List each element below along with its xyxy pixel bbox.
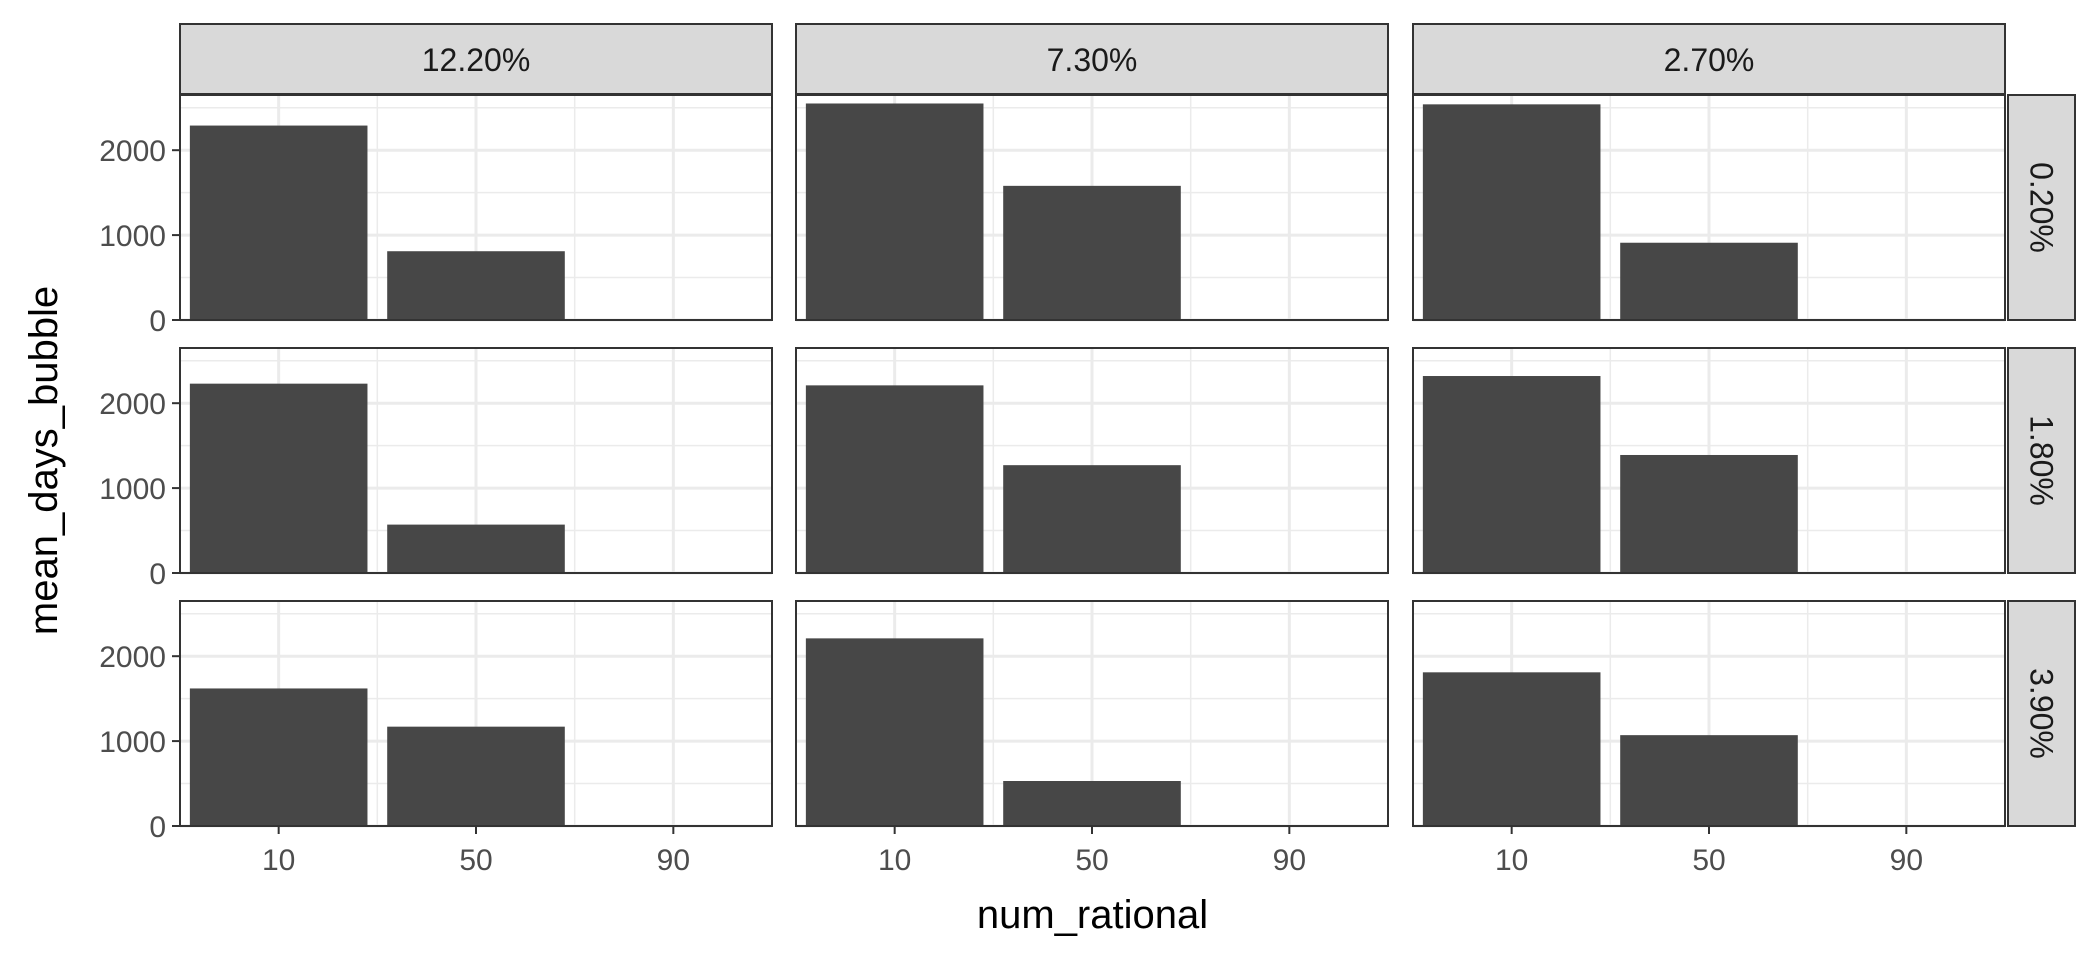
bar <box>1422 376 1601 573</box>
x-tick-label: 50 <box>1692 844 1725 877</box>
facet-strip-row <box>2007 94 2076 321</box>
facet-strip-label: 12.20% <box>422 42 531 78</box>
facet-strip-column <box>795 23 1389 95</box>
x-tick-label: 50 <box>1075 844 1108 877</box>
y-axis-title: mean_days_bubble <box>22 286 66 635</box>
bar <box>805 385 984 573</box>
bar <box>1003 781 1181 826</box>
y-tick-label: 0 <box>149 305 166 338</box>
x-tick-label: 90 <box>1273 844 1306 877</box>
x-tick-label: 90 <box>1890 844 1923 877</box>
panel-border <box>795 347 1389 574</box>
bar <box>1620 242 1798 320</box>
bar <box>387 524 565 573</box>
facet-strip-row <box>2007 347 2076 574</box>
bar <box>1620 735 1798 826</box>
x-axis-title: num_rational <box>977 893 1208 937</box>
y-tick-label: 1000 <box>99 473 166 506</box>
facet-strip-label: 3.90% <box>2024 668 2060 759</box>
facet-strip-label: 0.20% <box>2024 162 2060 253</box>
bar <box>189 125 368 320</box>
bar <box>805 103 984 320</box>
y-tick-label: 2000 <box>99 135 166 168</box>
panel-border <box>1412 347 2006 574</box>
bar <box>189 688 368 826</box>
facet-strip-label: 1.80% <box>2024 415 2060 506</box>
bar <box>387 726 565 826</box>
x-tick-label: 10 <box>878 844 911 877</box>
y-tick-label: 2000 <box>99 388 166 421</box>
facet-strip-column <box>1412 23 2006 95</box>
y-tick-label: 1000 <box>99 220 166 253</box>
bar <box>805 638 984 826</box>
y-tick-label: 0 <box>149 811 166 844</box>
bar <box>189 383 368 573</box>
facet-strip-label: 7.30% <box>1047 42 1138 78</box>
bar <box>1003 185 1181 320</box>
bar <box>1422 104 1601 320</box>
y-tick-label: 0 <box>149 558 166 591</box>
panel-border <box>179 347 773 574</box>
y-tick-label: 2000 <box>99 641 166 674</box>
facet-strip-label: 2.70% <box>1664 42 1755 78</box>
bar <box>387 251 565 320</box>
x-tick-label: 10 <box>262 844 295 877</box>
bar <box>1422 672 1601 826</box>
x-tick-label: 90 <box>657 844 690 877</box>
facet-strip-column <box>179 23 773 95</box>
x-tick-label: 10 <box>1495 844 1528 877</box>
facet-strip-row <box>2007 600 2076 827</box>
bar <box>1620 454 1798 573</box>
x-tick-label: 50 <box>459 844 492 877</box>
y-tick-label: 1000 <box>99 726 166 759</box>
bar <box>1003 465 1181 573</box>
